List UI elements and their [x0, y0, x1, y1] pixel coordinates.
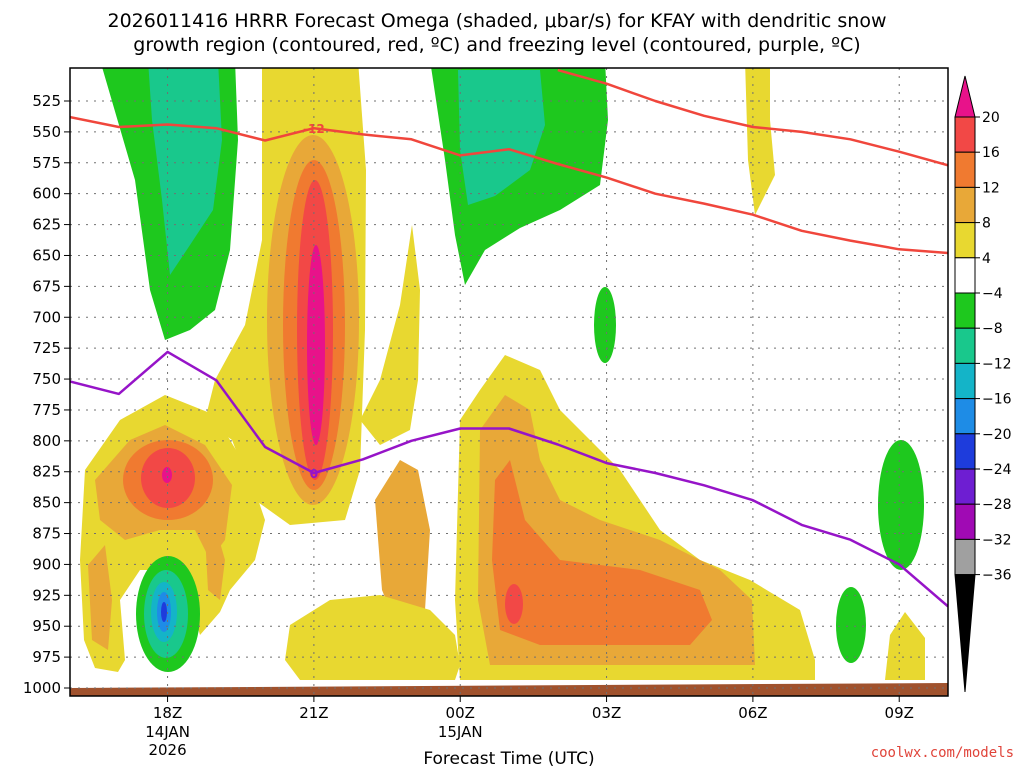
contour-label-0: -12	[303, 122, 325, 136]
y-tick-label-850: 850	[32, 494, 61, 512]
y-tick-label-525: 525	[32, 92, 61, 110]
y-tick-label-600: 600	[32, 185, 61, 203]
gridlines	[70, 68, 948, 696]
credit-text: coolwx.com/models	[871, 745, 1014, 761]
colorbar-label-11: −28	[982, 497, 1012, 513]
y-tick-label-875: 875	[32, 525, 61, 543]
y-tick-label-700: 700	[32, 308, 61, 326]
y-tick-label-750: 750	[32, 370, 61, 388]
omega-rise-lowband	[285, 595, 460, 680]
plot-frame	[69, 67, 949, 697]
omega-rise-orange-19z	[205, 525, 225, 600]
omega-sink-low-18z-e	[161, 602, 167, 622]
colorbar-segment-12	[954, 503, 976, 540]
x-axis-label: Forecast Time (UTC)	[423, 749, 594, 768]
x-tick-label-18Z: 18Z	[153, 704, 182, 722]
omega-rise-band-22z	[375, 460, 430, 635]
omega-rise-dkorange-01z	[492, 460, 712, 645]
y-tick-label-1000: 1000	[23, 679, 61, 697]
y-tick-label-575: 575	[32, 154, 61, 172]
y-tick-label-925: 925	[32, 586, 61, 604]
y-tick-label-625: 625	[32, 216, 61, 234]
omega-sink-core-00z-upper	[458, 70, 545, 205]
x-tick-label-09Z: 09Z	[885, 704, 914, 722]
omega-shading	[70, 68, 948, 696]
colorbar-segment-6	[954, 292, 976, 329]
y-tick-label-725: 725	[32, 339, 61, 357]
omega-rise-arm-23z	[360, 225, 420, 445]
colorbar-label-2: 12	[982, 180, 1000, 196]
colorbar-label-4: 4	[982, 251, 991, 267]
colorbar-segment-7	[954, 327, 976, 364]
colorbar-segment-1	[954, 116, 976, 153]
colorbar-segment-10	[954, 433, 976, 470]
colorbar-label-7: −12	[982, 356, 1012, 372]
y-tick-label-800: 800	[32, 432, 61, 450]
y-tick-label-900: 900	[32, 555, 61, 573]
y-tick-label-825: 825	[32, 463, 61, 481]
colorbar-segment-3	[954, 186, 976, 224]
colorbar-label-13: −36	[982, 568, 1012, 584]
omega-sink-blob-08z-a	[878, 440, 924, 570]
colorbar-label-1: 16	[982, 145, 1000, 161]
colorbar-label-0: 20	[982, 110, 1000, 126]
omega-rise-orange-17z	[88, 545, 112, 650]
colorbar-label-3: 8	[982, 216, 991, 232]
colorbar-segment-9	[954, 398, 976, 435]
x-tick-date-00Z: 15JAN	[438, 723, 483, 741]
colorbar-label-9: −20	[982, 427, 1012, 443]
x-tick-year-18Z: 2026	[148, 741, 186, 759]
colorbar-segment-4	[954, 222, 976, 259]
y-tick-label-975: 975	[32, 648, 61, 666]
colorbar-top-arrow	[954, 75, 976, 118]
colorbar-segment-13	[954, 538, 976, 576]
y-tick-label-550: 550	[32, 123, 61, 141]
omega-sink-blob-08z-b	[836, 587, 866, 663]
omega-rise-max-21z	[307, 245, 325, 445]
colorbar: 20 16 12 8 4 −4 −8 −12 −16 −20 −24 −28 −32 −36	[954, 75, 1012, 693]
y-tick-label-775: 775	[32, 401, 61, 419]
colorbar-segment-11	[954, 468, 976, 505]
contour-label-2: 0	[310, 467, 318, 481]
colorbar-segment-8	[954, 362, 976, 400]
colorbar-label-12: −32	[982, 532, 1012, 548]
omega-sink-core-18z-upper	[148, 68, 222, 275]
omega-sink-blob-03z	[594, 287, 616, 363]
omega-rise-max-18z	[162, 467, 172, 483]
x-tick-label-06Z: 06Z	[738, 704, 767, 722]
contour-layer: -12 0	[70, 68, 948, 608]
colorbar-bottom-arrow	[954, 574, 976, 693]
omega-rise-upper-right	[745, 68, 775, 215]
colorbar-segment-2	[954, 151, 976, 188]
contour-line-2	[70, 350, 948, 608]
chart-title-line1: 2026011416 HRRR Forecast Omega (shaded, …	[107, 10, 886, 32]
ground	[70, 683, 948, 696]
x-tick-label-21Z: 21Z	[299, 704, 328, 722]
x-tick-date-18Z: 14JAN	[145, 723, 190, 741]
colorbar-label-6: −8	[982, 321, 1003, 337]
colorbar-segment-5	[954, 257, 976, 294]
x-tick-label-03Z: 03Z	[592, 704, 621, 722]
omega-rise-red-01z	[505, 584, 523, 624]
colorbar-label-5: −4	[982, 286, 1003, 302]
x-tick-label-00Z: 00Z	[446, 704, 475, 722]
contour-line-1	[557, 68, 948, 167]
colorbar-label-8: −16	[982, 392, 1012, 408]
y-axis: 525 550 575 600 625 650 675 700 725 750 775 800 825 8…	[23, 92, 70, 697]
y-tick-label-950: 950	[32, 617, 61, 635]
contour-line-0	[70, 115, 948, 255]
omega-rise-lower-right	[885, 612, 925, 680]
y-tick-label-650: 650	[32, 246, 61, 264]
y-tick-label-675: 675	[32, 277, 61, 295]
chart-title-line2: growth region (contoured, red, ºC) and f…	[133, 34, 860, 56]
colorbar-label-10: −24	[982, 462, 1012, 478]
